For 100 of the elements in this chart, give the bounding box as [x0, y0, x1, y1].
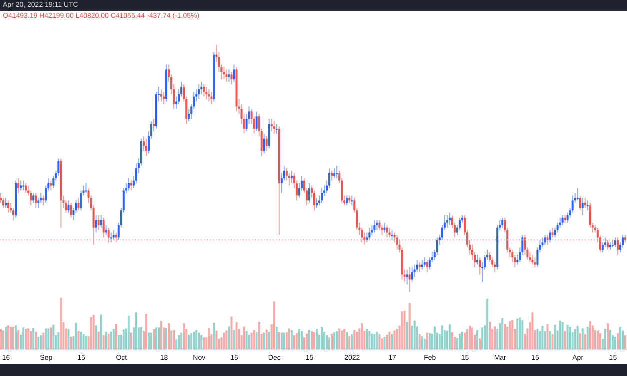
bar: [566, 325, 569, 350]
bar: [145, 314, 148, 350]
bar: [536, 329, 539, 350]
bar: [223, 332, 226, 350]
bar: [616, 333, 619, 350]
bar: [296, 333, 298, 350]
bar: [466, 329, 468, 350]
bar: [268, 332, 270, 350]
bar: [82, 334, 85, 350]
bar: [532, 312, 534, 350]
bar: [456, 338, 458, 350]
bar: [448, 324, 451, 350]
bar: [243, 326, 246, 350]
bar: [32, 328, 35, 350]
bar: [286, 332, 288, 350]
bar: [310, 331, 313, 350]
bar: [100, 314, 102, 350]
bar: [344, 329, 346, 350]
bar: [308, 330, 310, 350]
bar: [386, 334, 388, 350]
bar: [406, 322, 408, 350]
bar: [176, 340, 178, 350]
bar: [208, 328, 210, 350]
bar: [5, 327, 8, 350]
bar: [228, 326, 230, 350]
bar: [188, 334, 190, 350]
bar: [198, 332, 200, 350]
bar: [426, 332, 428, 350]
bar: [606, 324, 609, 350]
bar: [599, 333, 602, 350]
bar: [246, 331, 248, 350]
bar: [579, 333, 582, 350]
bar: [22, 328, 25, 350]
bar: [38, 337, 40, 350]
bar: [546, 324, 549, 350]
bar: [152, 329, 155, 350]
bar: [30, 331, 32, 350]
bar: [183, 324, 186, 350]
bar: [592, 326, 594, 350]
bar: [408, 303, 411, 350]
bar: [376, 332, 378, 350]
bar: [25, 329, 28, 350]
bar: [381, 338, 384, 350]
bar: [476, 330, 479, 350]
bar: [98, 332, 100, 350]
bar: [298, 329, 300, 350]
bar: [562, 322, 564, 350]
bar: [348, 336, 351, 350]
bar: [85, 336, 88, 350]
bar: [180, 332, 183, 350]
bar: [331, 334, 334, 350]
bar: [280, 332, 283, 350]
bar: [338, 328, 341, 350]
bar: [509, 321, 512, 350]
bar: [303, 338, 306, 350]
bar: [118, 335, 120, 350]
bar: [278, 332, 280, 350]
bar: [226, 330, 228, 350]
bar: [288, 328, 290, 350]
bar: [0, 329, 2, 350]
bar: [614, 337, 616, 350]
bar: [300, 331, 303, 350]
bar: [236, 322, 238, 350]
bar: [130, 332, 132, 350]
bar: [624, 335, 626, 350]
bar: [619, 327, 622, 350]
bar: [18, 330, 20, 350]
bar: [479, 338, 482, 350]
bar: [155, 328, 158, 350]
bar: [168, 324, 170, 350]
bar: [203, 338, 206, 350]
bar: [173, 330, 176, 350]
bar: [366, 329, 368, 350]
bar: [78, 331, 80, 350]
bar: [378, 334, 381, 350]
bar: [253, 330, 256, 350]
bar: [190, 333, 193, 350]
bar: [256, 332, 258, 350]
bar: [574, 329, 576, 350]
bar: [552, 334, 554, 350]
bar: [110, 332, 112, 350]
bar: [112, 329, 115, 350]
bar: [604, 329, 606, 350]
bar: [200, 335, 203, 350]
bar: [424, 339, 426, 350]
bar: [451, 332, 454, 350]
bar: [150, 332, 152, 350]
bar: [434, 326, 436, 350]
bar: [354, 330, 356, 350]
bar: [371, 334, 374, 350]
bar: [428, 333, 431, 350]
bar: [468, 326, 471, 350]
bar: [263, 332, 266, 350]
bar: [216, 330, 218, 350]
bar: [609, 330, 612, 350]
bar: [160, 321, 163, 350]
bar: [8, 326, 10, 350]
bar: [148, 332, 150, 350]
bar: [494, 326, 496, 350]
bar: [105, 332, 108, 350]
